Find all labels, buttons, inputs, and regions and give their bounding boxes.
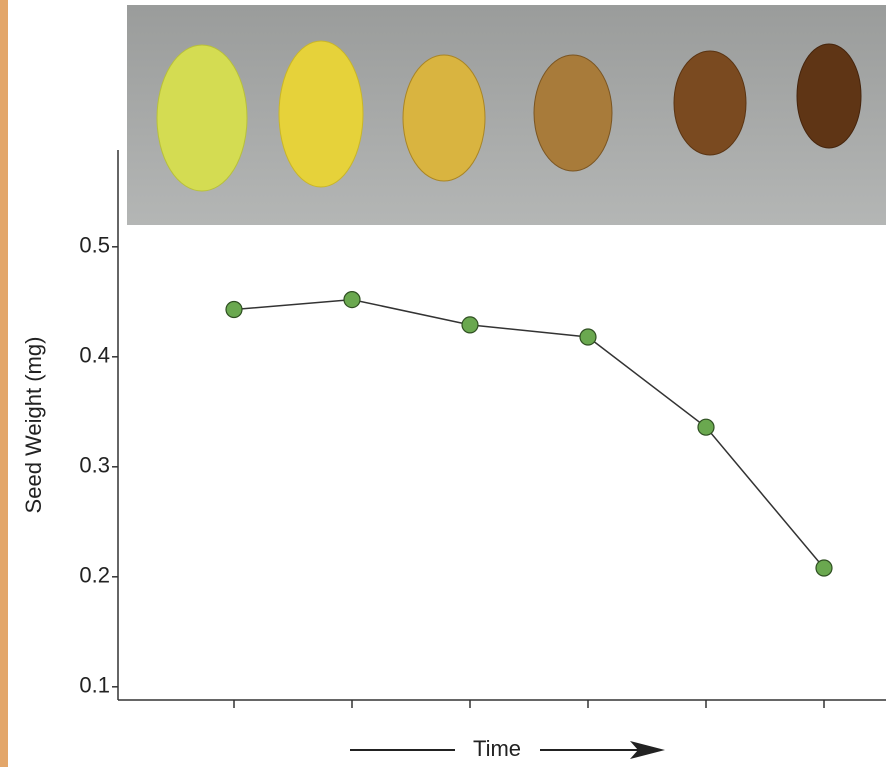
y-tick-label: 0.1 [79,673,110,698]
seed [403,55,485,181]
side-strip [0,0,8,767]
page: {"chart_data": {"type": "line", "y_label… [0,0,886,767]
y-tick-label: 0.2 [79,563,110,588]
marker [344,292,360,308]
y-tick-label: 0.5 [79,233,110,258]
x-axis-label: Time [473,736,521,761]
seed [534,55,612,171]
seed [157,45,247,191]
seed [674,51,746,155]
seed [279,41,363,187]
marker [462,317,478,333]
y-axis-label: Seed Weight (mg) [21,337,46,514]
chart: Seed Weight (mg) Time 0.1 0.2 0.3 0.4 0.5 [0,0,886,767]
line [234,300,824,568]
marker [580,329,596,345]
marker [816,560,832,576]
seed [797,44,861,148]
marker [226,302,242,318]
marker [698,419,714,435]
y-tick-label: 0.4 [79,343,110,368]
y-tick-label: 0.3 [79,453,110,478]
